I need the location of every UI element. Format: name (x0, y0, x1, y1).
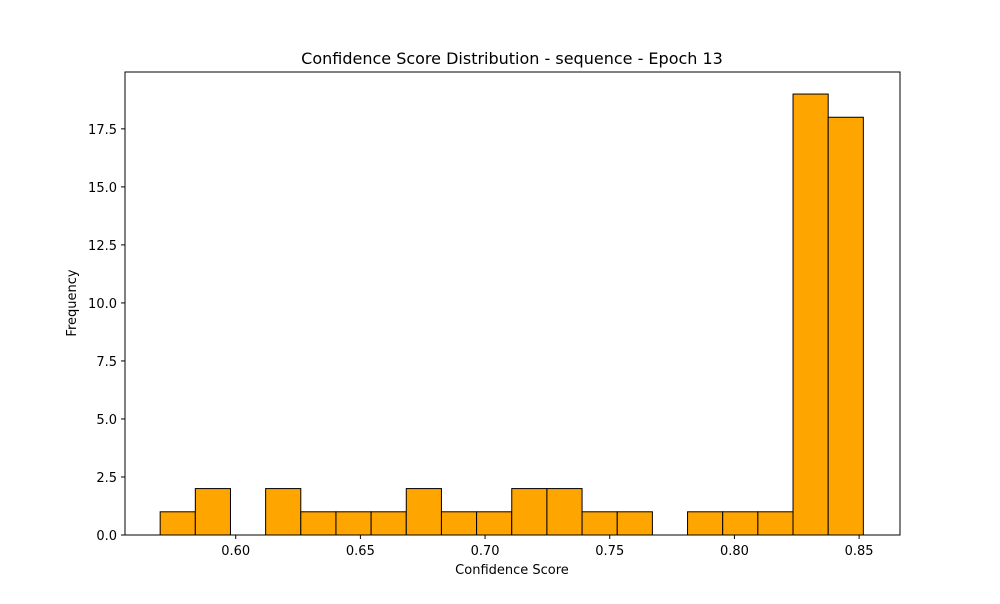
histogram-bar (616, 511, 653, 536)
x-axis-ticks: 0.60 0.65 0.70 0.75 0.80 0.85 (221, 535, 874, 559)
x-tick-label: 0.85 (845, 544, 874, 559)
y-tick-label: 10.0 (88, 297, 117, 312)
histogram-bar (440, 511, 478, 536)
histogram-bar (757, 511, 794, 536)
histogram-bar (335, 511, 372, 536)
histogram-bar (159, 511, 196, 536)
y-tick-label: 0.0 (96, 529, 117, 544)
histogram-bar (687, 511, 724, 536)
x-tick-label: 0.80 (720, 544, 749, 559)
y-tick-label: 7.5 (96, 355, 117, 370)
plot-area-border (124, 71, 901, 536)
histogram-bar (265, 488, 302, 536)
x-tick-label: 0.60 (221, 544, 250, 559)
y-tick-label: 15.0 (88, 181, 117, 196)
histogram-bar (511, 488, 548, 536)
histogram-bar (722, 511, 759, 536)
x-axis-label: Confidence Score (455, 563, 569, 578)
histogram-bar (300, 511, 337, 536)
y-tick-label: 17.5 (88, 123, 117, 138)
chart-title: Confidence Score Distribution - sequence… (301, 49, 723, 68)
y-tick-label: 5.0 (96, 413, 117, 428)
y-tick-label: 2.5 (96, 471, 117, 486)
histogram-bar (827, 116, 864, 536)
histogram-bar (792, 93, 829, 536)
axes-frame (124, 71, 901, 536)
histogram-bar (476, 511, 513, 536)
histogram-bar (581, 511, 618, 536)
y-axis-ticks: 0.0 2.5 5.0 7.5 10.0 12.5 15.0 17.5 (88, 123, 125, 544)
histogram-bar (194, 488, 231, 536)
y-axis-label: Frequency (65, 269, 80, 336)
x-tick-label: 0.75 (595, 544, 624, 559)
histogram-bar (405, 488, 442, 536)
histogram-bar (546, 488, 583, 536)
bars-group (159, 93, 864, 536)
histogram-bar (370, 511, 407, 536)
x-tick-label: 0.65 (346, 544, 375, 559)
y-tick-label: 12.5 (88, 239, 117, 254)
x-tick-label: 0.70 (471, 544, 500, 559)
